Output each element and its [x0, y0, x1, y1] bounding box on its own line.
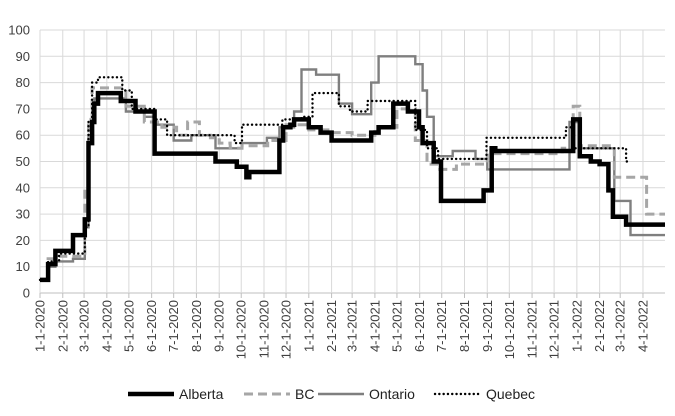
y-axis: 0 10 20 30 40 50 60 70 80 90 100 — [8, 23, 30, 301]
y-tick-label: 60 — [16, 128, 30, 143]
x-axis: 1-1-2020 2-1-2020 3-1-2020 4-1-2020 5-1-2020… — [33, 293, 650, 359]
x-tick-label: 3-1-2021 — [345, 300, 360, 352]
x-tick-label: 4-1-2022 — [635, 300, 650, 352]
y-tick-label: 90 — [16, 49, 30, 64]
x-tick-label: 5-1-2020 — [121, 300, 136, 352]
legend-label-ontario: Ontario — [369, 386, 415, 402]
x-tick-label: 9-1-2020 — [212, 300, 227, 352]
x-tick-label: 1-1-2020 — [33, 300, 48, 352]
series-line-bc — [40, 86, 665, 282]
x-tick-label: 5-1-2021 — [389, 300, 404, 352]
x-tick-label: 4-1-2021 — [367, 300, 382, 352]
x-tick-label: 11-1-2021 — [525, 300, 540, 358]
x-tick-label: 10-1-2021 — [502, 300, 517, 359]
y-tick-label: 70 — [16, 101, 30, 116]
x-tick-label: 2-1-2021 — [324, 300, 339, 352]
x-tick-label: 7-1-2021 — [434, 300, 449, 352]
x-tick-label: 12-1-2021 — [547, 300, 562, 359]
legend-label-quebec: Quebec — [486, 386, 535, 402]
x-tick-label: 3-1-2022 — [613, 300, 628, 352]
y-tick-label: 0 — [23, 286, 30, 301]
x-tick-label: 6-1-2021 — [412, 300, 427, 352]
x-tick-label: 6-1-2020 — [144, 300, 159, 352]
x-tick-label: 11-1-2020 — [257, 300, 272, 358]
y-tick-label: 50 — [16, 154, 30, 169]
chart-series — [38, 55, 665, 283]
y-tick-label: 80 — [16, 75, 30, 90]
y-tick-label: 40 — [16, 180, 30, 195]
y-tick-label: 10 — [16, 259, 30, 274]
x-tick-label: 10-1-2020 — [234, 300, 249, 359]
y-tick-label: 20 — [16, 233, 30, 248]
y-tick-label: 30 — [16, 207, 30, 222]
x-tick-label: 1-1-2021 — [301, 300, 316, 352]
x-tick-label: 8-1-2020 — [189, 300, 204, 352]
series-line-alberta — [40, 90, 665, 283]
chart-legend: Alberta BC Ontario Quebec — [128, 386, 535, 402]
x-tick-label: 12-1-2020 — [279, 300, 294, 359]
x-tick-label: 2-1-2020 — [55, 300, 70, 352]
x-tick-label: 9-1-2021 — [480, 300, 495, 352]
y-tick-label: 100 — [8, 23, 30, 38]
legend-label-alberta: Alberta — [179, 386, 224, 402]
chart-grid — [39, 29, 665, 294]
x-tick-label: 4-1-2020 — [99, 300, 114, 352]
x-tick-label: 7-1-2020 — [166, 300, 181, 352]
x-tick-label: 1-1-2022 — [569, 300, 584, 352]
x-tick-label: 3-1-2020 — [77, 300, 92, 352]
legend-label-bc: BC — [295, 386, 314, 402]
x-tick-label: 2-1-2022 — [592, 300, 607, 352]
x-tick-label: 8-1-2021 — [457, 300, 472, 352]
